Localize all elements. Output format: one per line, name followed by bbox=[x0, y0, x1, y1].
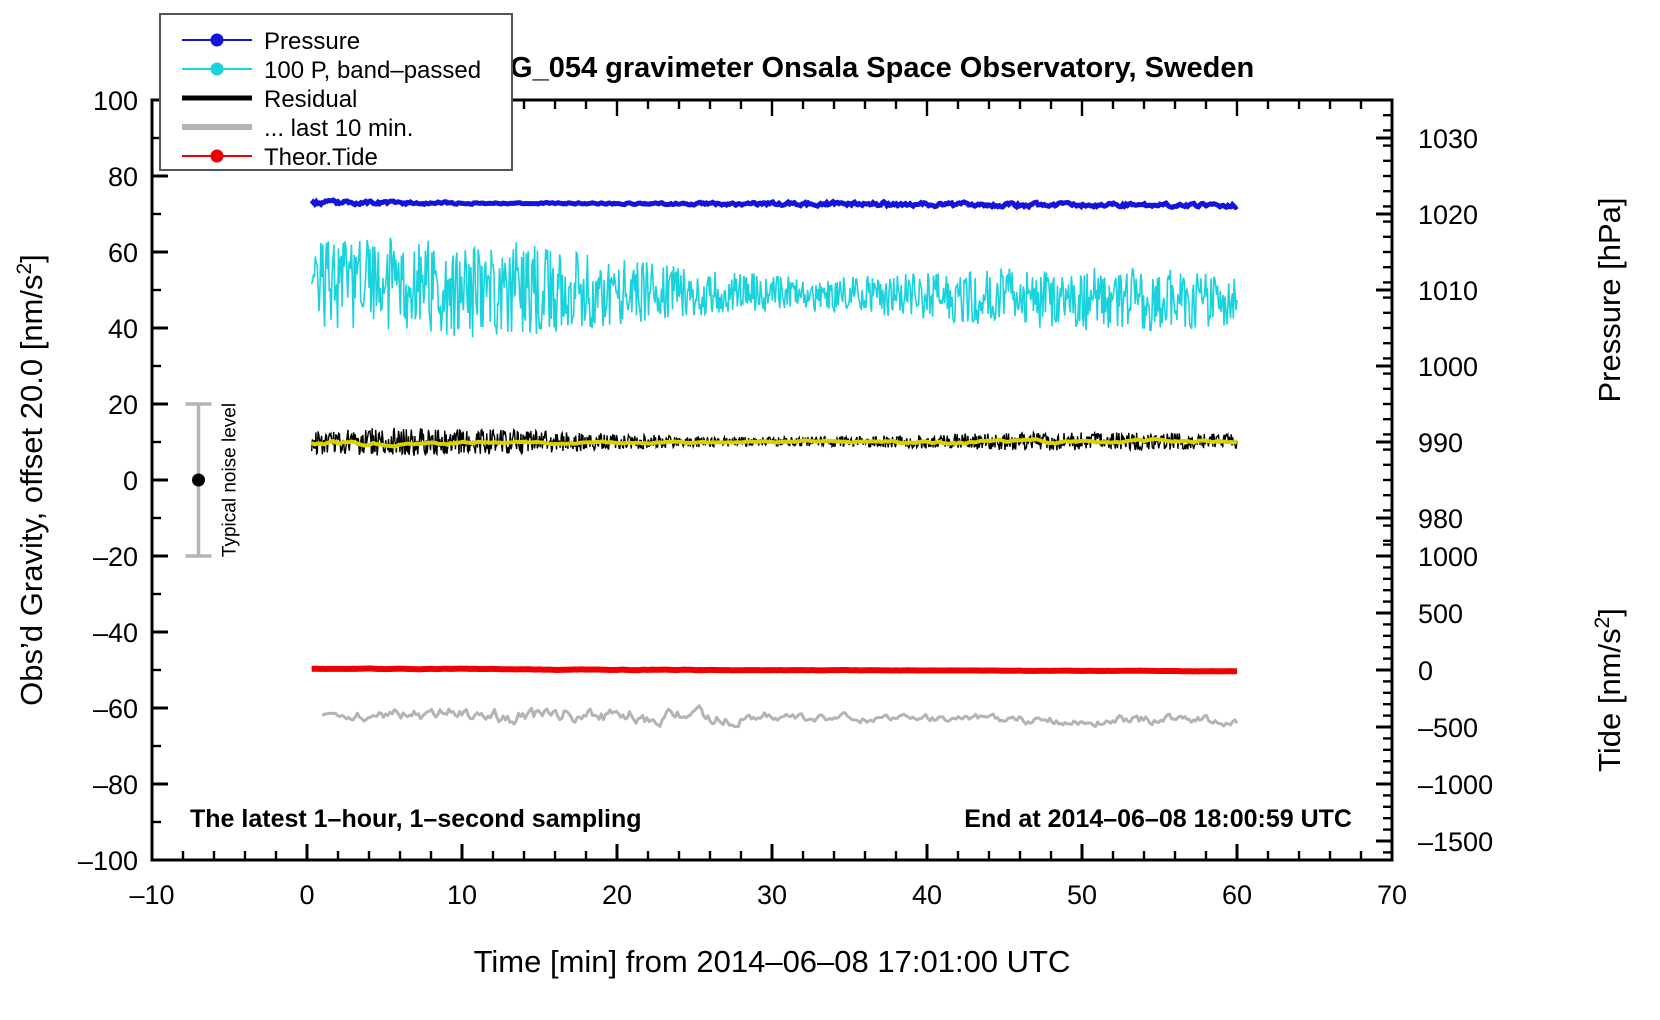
legend-label: Theor.Tide bbox=[264, 144, 378, 171]
legend-label: 100 P, band–passed bbox=[264, 57, 481, 84]
series-pressure bbox=[309, 197, 1239, 211]
y-tick-label: 60 bbox=[108, 238, 138, 268]
y-tick-label: –80 bbox=[93, 770, 138, 800]
legend-marker bbox=[210, 62, 224, 76]
x-tick-label: –10 bbox=[129, 880, 174, 910]
x-tick-label: 0 bbox=[299, 880, 314, 910]
legend-label: ... last 10 min. bbox=[264, 115, 413, 142]
noise-level-label: Typical noise level bbox=[220, 403, 241, 557]
pressure-tick-label: 990 bbox=[1418, 428, 1463, 458]
x-tick-label: 70 bbox=[1377, 880, 1407, 910]
tide-tick-label: –1500 bbox=[1418, 827, 1493, 857]
x-tick-label: 40 bbox=[912, 880, 942, 910]
y-tick-label: –60 bbox=[93, 694, 138, 724]
tide-tick-label: 1000 bbox=[1418, 542, 1478, 572]
tide-tick-label: 500 bbox=[1418, 599, 1463, 629]
pressure-tick-label: 1030 bbox=[1418, 124, 1478, 154]
y-tick-label: 0 bbox=[123, 466, 138, 496]
y-tick-label: 80 bbox=[108, 162, 138, 192]
series-last-10-min bbox=[321, 704, 1239, 729]
x-tick-label: 20 bbox=[602, 880, 632, 910]
tide-tick-label: 0 bbox=[1418, 656, 1433, 686]
pressure-tick-label: 1000 bbox=[1418, 352, 1478, 382]
y-tick-label: –40 bbox=[93, 618, 138, 648]
annotation-sampling: The latest 1–hour, 1–second sampling bbox=[190, 805, 642, 833]
y-tick-label: 20 bbox=[108, 390, 138, 420]
legend-marker bbox=[210, 149, 224, 163]
x-tick-label: 50 bbox=[1067, 880, 1097, 910]
noise-bar-center-dot bbox=[192, 473, 205, 487]
pressure-tick-label: 1010 bbox=[1418, 276, 1478, 306]
x-tick-label: 30 bbox=[757, 880, 787, 910]
y-axis-title-left: Obs’d Gravity, offset 20.0 [nm/s2] bbox=[13, 254, 50, 706]
y-axis-title-pressure: Pressure [hPa] bbox=[1592, 197, 1627, 402]
series-band-passed bbox=[310, 237, 1238, 338]
pressure-tick-label: 1020 bbox=[1418, 200, 1478, 230]
x-tick-label: 10 bbox=[447, 880, 477, 910]
y-axis-title-tide: Tide [nm/s2] bbox=[1591, 608, 1628, 772]
legend-label: Residual bbox=[264, 86, 357, 113]
x-tick-label: 60 bbox=[1222, 880, 1252, 910]
pressure-tick-label: 980 bbox=[1418, 504, 1463, 534]
tide-tick-label: –500 bbox=[1418, 713, 1478, 743]
tide-tick-label: –1000 bbox=[1418, 770, 1493, 800]
x-axis-title: Time [min] from 2014–06–08 17:01:00 UTC bbox=[474, 944, 1071, 979]
page-title: SCG_054 gravimeter Onsala Space Observat… bbox=[470, 52, 1254, 84]
y-tick-label: –100 bbox=[78, 846, 138, 876]
annotation-end-time: End at 2014–06–08 18:00:59 UTC bbox=[964, 805, 1352, 833]
y-tick-label: –20 bbox=[93, 542, 138, 572]
y-tick-label: 40 bbox=[108, 314, 138, 344]
y-tick-label: 100 bbox=[93, 86, 138, 116]
series-residual-smoothed bbox=[310, 437, 1238, 449]
legend-marker bbox=[210, 33, 224, 47]
series-theor-tide bbox=[311, 665, 1238, 675]
legend-label: Pressure bbox=[264, 28, 360, 55]
